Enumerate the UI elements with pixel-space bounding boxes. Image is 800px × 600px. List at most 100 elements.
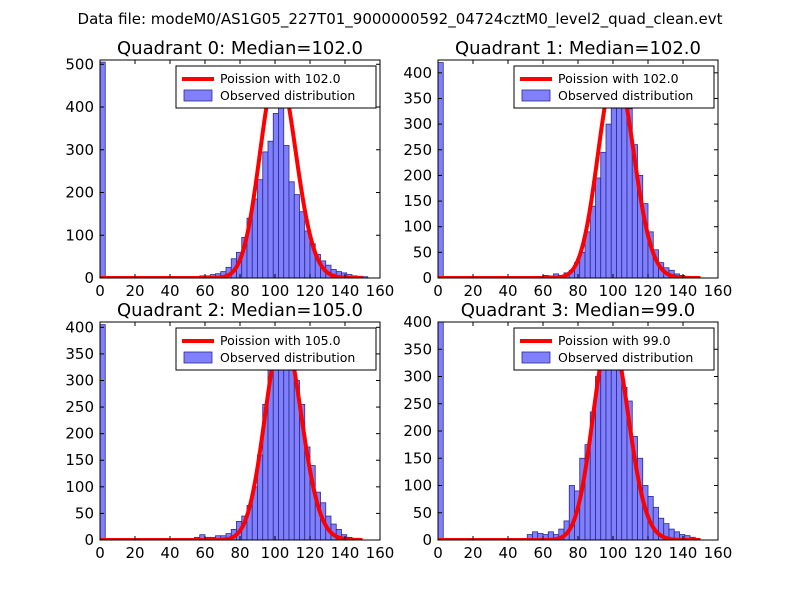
subplot-quadrant-1: 0 20 40 60 80 100 120 140 160 0 50 100 150 200 250 300 3…	[403, 38, 732, 300]
x-tick-label: 20	[125, 282, 144, 300]
histogram-bar	[100, 324, 106, 540]
histogram-bar	[262, 151, 269, 278]
x-tick-label: 140	[331, 544, 360, 562]
x-tick-label: 20	[463, 544, 482, 562]
subplot-title: Quadrant 3: Median=99.0	[461, 300, 696, 321]
x-tick-label: 0	[433, 544, 443, 562]
y-tick-label: 300	[65, 141, 94, 159]
y-tick-label: 150	[403, 192, 432, 210]
subplot-grid: 0 20 40 60 80 100 120 140 1600100200300400500Qua…	[65, 38, 732, 562]
subplot-title: Quadrant 0: Median=102.0	[117, 38, 363, 59]
poisson-curve	[438, 330, 702, 540]
y-tick-label: 200	[403, 166, 432, 184]
x-tick-label: 0	[95, 544, 105, 562]
poisson-curve	[438, 68, 702, 278]
y-tick-label: 50	[75, 504, 94, 522]
histogram-bar	[100, 61, 106, 278]
histogram-bar	[600, 351, 607, 540]
x-tick-label: 160	[704, 282, 733, 300]
legend-bars-label: Observed distribution	[220, 88, 355, 103]
legend: Poission with 102.0 Observed distribution	[513, 65, 715, 109]
legend-curve-label: Poission with 102.0	[558, 71, 679, 86]
legend-bars-label: Observed distribution	[558, 88, 693, 103]
histogram-bar	[299, 211, 306, 278]
histogram-bar	[621, 87, 628, 278]
y-tick-label: 200	[403, 422, 432, 440]
x-tick-label: 100	[599, 282, 628, 300]
x-tick-label: 100	[599, 544, 628, 562]
y-tick-label: 50	[413, 504, 432, 522]
x-tick-label: 120	[296, 544, 325, 562]
histogram-bar	[288, 181, 295, 278]
x-tick-label: 120	[634, 544, 663, 562]
histogram-bar	[257, 179, 264, 278]
x-tick-label: 80	[568, 544, 587, 562]
histogram-bar	[616, 80, 623, 278]
x-tick-label: 0	[433, 282, 443, 300]
legend: Poission with 99.0 Observed distribution	[513, 327, 715, 371]
poisson-curve	[100, 66, 364, 278]
x-tick-label: 20	[463, 282, 482, 300]
x-tick-label: 40	[498, 282, 517, 300]
histogram-bar	[272, 113, 279, 278]
y-tick-label: 350	[403, 89, 432, 107]
x-tick-label: 140	[669, 282, 698, 300]
x-tick-label: 0	[95, 282, 105, 300]
y-tick-label: 250	[65, 398, 94, 416]
histogram-bar	[272, 345, 279, 540]
x-tick-label: 100	[261, 282, 290, 300]
y-tick-label: 500	[65, 55, 94, 73]
histogram-bar	[283, 145, 290, 278]
y-tick-label: 100	[65, 478, 94, 496]
histogram-bar	[605, 123, 612, 278]
legend: Poission with 105.0 Observed distribution	[175, 327, 377, 371]
y-tick-label: 50	[413, 243, 432, 261]
figure-suptitle: Data file: modeM0/AS1G05_227T01_90000005…	[78, 10, 723, 29]
y-tick-label: 200	[65, 184, 94, 202]
x-tick-label: 60	[195, 282, 214, 300]
y-tick-label: 100	[65, 226, 94, 244]
x-tick-label: 160	[704, 544, 733, 562]
y-tick-label: 250	[403, 395, 432, 413]
x-tick-label: 60	[533, 282, 552, 300]
histogram-bar	[589, 205, 596, 278]
legend-bars-swatch	[521, 351, 551, 364]
x-tick-label: 40	[160, 282, 179, 300]
legend-bars-swatch	[521, 89, 551, 102]
x-tick-label: 100	[261, 544, 290, 562]
subplot-title: Quadrant 1: Median=102.0	[455, 38, 701, 59]
x-tick-label: 80	[230, 544, 249, 562]
histogram-bar	[293, 194, 300, 278]
x-tick-label: 160	[366, 544, 395, 562]
x-tick-label: 40	[160, 544, 179, 562]
legend-curve-label: Poission with 99.0	[558, 333, 671, 348]
y-tick-label: 0	[84, 531, 94, 549]
legend: Poission with 102.0 Observed distribution	[175, 65, 377, 109]
x-tick-label: 140	[669, 544, 698, 562]
x-tick-label: 60	[195, 544, 214, 562]
y-tick-label: 400	[65, 318, 94, 336]
y-tick-label: 100	[403, 218, 432, 236]
legend-curve-label: Poission with 102.0	[220, 71, 341, 86]
y-tick-label: 0	[422, 269, 432, 287]
poisson-curve	[100, 330, 364, 540]
y-tick-label: 400	[65, 98, 94, 116]
subplot-title: Quadrant 2: Median=105.0	[117, 300, 363, 321]
x-tick-label: 80	[230, 282, 249, 300]
y-tick-label: 0	[422, 531, 432, 549]
y-tick-label: 150	[65, 451, 94, 469]
histogram-bars	[438, 62, 691, 278]
x-tick-label: 40	[498, 544, 517, 562]
x-tick-label: 60	[533, 544, 552, 562]
histogram-bar	[610, 90, 617, 278]
y-tick-label: 0	[84, 269, 94, 287]
x-tick-label: 80	[568, 282, 587, 300]
y-tick-label: 300	[65, 371, 94, 389]
x-tick-label: 140	[331, 282, 360, 300]
histogram-bar	[600, 151, 607, 278]
histogram-bar	[288, 361, 295, 540]
legend-bars-swatch	[183, 89, 213, 102]
y-tick-label: 150	[403, 449, 432, 467]
y-tick-label: 350	[403, 340, 432, 358]
subplot-quadrant-2: 0 20 40 60 80 100 120 140 160 0 50 100 150 200 250 300 3…	[65, 300, 394, 562]
